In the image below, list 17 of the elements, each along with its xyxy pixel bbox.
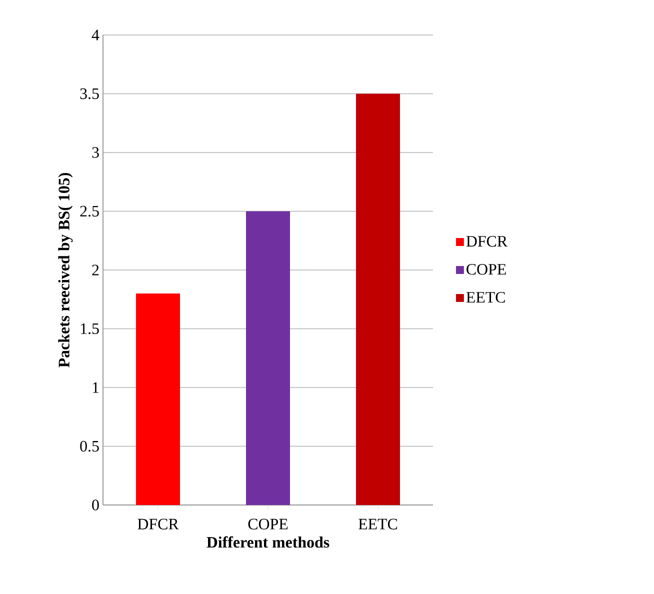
y-tick-label: 3.5 bbox=[80, 88, 99, 100]
y-tick-label: 2 bbox=[92, 264, 99, 276]
legend-label: EETC bbox=[466, 292, 505, 303]
y-tick-label: 1.5 bbox=[80, 323, 99, 334]
y-tick-label: 0.5 bbox=[80, 440, 99, 452]
x-tick-label: EETC bbox=[358, 518, 398, 530]
y-tick-label: 0 bbox=[92, 500, 99, 510]
y-tick-label: 2.5 bbox=[80, 206, 99, 217]
legend-label: COPE bbox=[466, 264, 506, 275]
x-tick-label: COPE bbox=[248, 518, 288, 530]
y-tick-label: 3 bbox=[92, 147, 99, 158]
x-tick-label: DFCR bbox=[138, 518, 179, 530]
y-tick-label: 4 bbox=[92, 30, 100, 40]
legend-label: DFCR bbox=[466, 236, 508, 247]
x-axis-title: Different methods bbox=[206, 536, 330, 548]
y-axis-title: Packets reecived by BS( 105) bbox=[58, 173, 73, 368]
y-tick-label: 1 bbox=[92, 382, 99, 393]
